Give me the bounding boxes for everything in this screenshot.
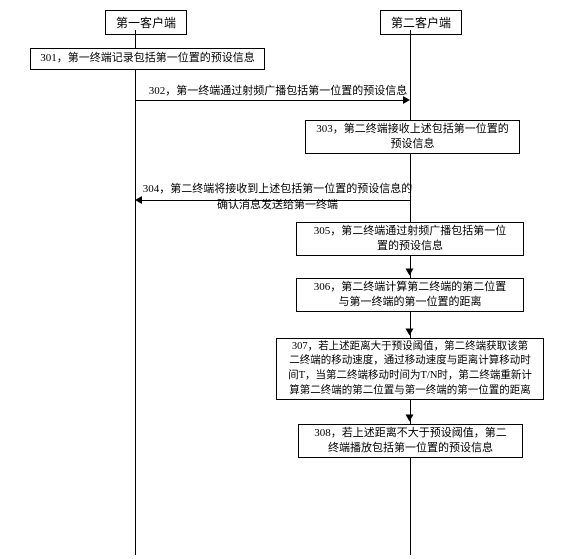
step-302-arrow <box>135 100 403 101</box>
step-308-box: 308，若上述距离不大于预设阈值，第二 终端播放包括第一位置的预设信息 <box>298 424 523 458</box>
step-304-arrow <box>142 200 410 201</box>
connector-arrowhead <box>406 415 414 422</box>
lifeline-client-1 <box>135 30 136 555</box>
step-304-text: 304，第二终端将接收到上述包括第一位置的预设信息的 确认消息发送给第一终端 <box>140 167 415 213</box>
connector-arrowhead <box>406 329 414 336</box>
step-label: 305，第二终端通过射频广播包括第一位 置的预设信息 <box>314 224 507 255</box>
step-305-box: 305，第二终端通过射频广播包括第一位 置的预设信息 <box>296 222 524 256</box>
step-301-box: 301，第一终端记录包括第一位置的预设信息 <box>30 48 265 70</box>
participant-label: 第一客户端 <box>116 16 176 30</box>
step-label: 307，若上述距离大于预设阈值，第二终端获取该第 二终端的移动速度，通过移动速度… <box>288 340 532 399</box>
participant-label: 第二客户端 <box>391 16 451 30</box>
participant-client-2: 第二客户端 <box>380 10 462 35</box>
step-303-box: 303，第二终端接收上述包括第一位置的 预设信息 <box>305 120 520 154</box>
step-label: 303，第二终端接收上述包括第一位置的 预设信息 <box>316 122 509 153</box>
step-label: 301，第一终端记录包括第一位置的预设信息 <box>40 51 255 66</box>
connector-arrowhead <box>406 269 414 276</box>
step-306-box: 306，第二终端计算第二终端的第二位置 与第一终端的第一位置的距离 <box>296 278 524 312</box>
step-label: 306，第二终端计算第二终端的第二位置 与第一终端的第一位置的距离 <box>314 280 507 311</box>
step-label: 304，第二终端将接收到上述包括第一位置的预设信息的 确认消息发送给第一终端 <box>143 183 413 210</box>
step-307-box: 307，若上述距离大于预设阈值，第二终端获取该第 二终端的移动速度，通过移动速度… <box>276 338 544 400</box>
step-302-text: 302，第一终端通过射频广播包括第一位置的预设信息 <box>148 84 408 99</box>
step-302-arrowhead <box>403 96 410 104</box>
step-label: 302，第一终端通过射频广播包括第一位置的预设信息 <box>149 85 408 97</box>
step-304-arrowhead <box>135 196 142 204</box>
participant-client-1: 第一客户端 <box>105 10 187 35</box>
step-label: 308，若上述距离不大于预设阈值，第二 终端播放包括第一位置的预设信息 <box>314 426 507 457</box>
